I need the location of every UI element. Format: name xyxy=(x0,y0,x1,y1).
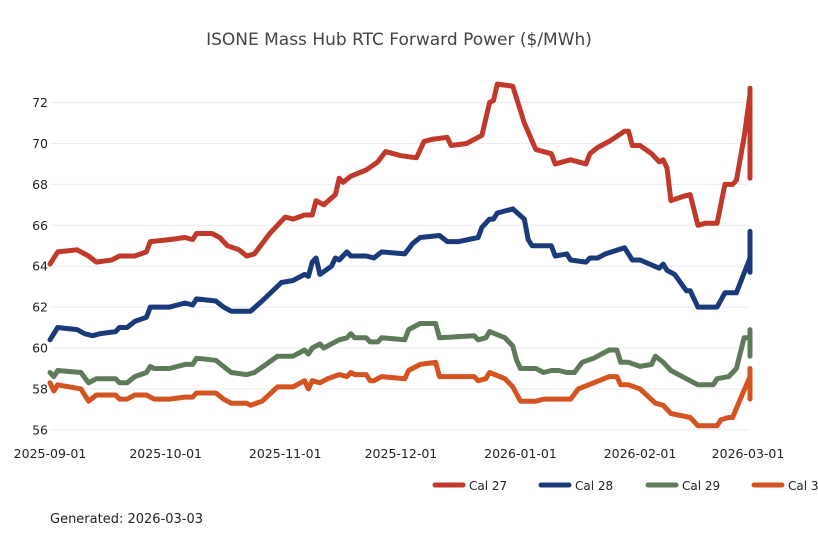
y-tick-label: 56 xyxy=(32,422,48,437)
legend-label-cal-28: Cal 28 xyxy=(575,479,613,493)
y-tick-label: 64 xyxy=(32,259,48,274)
y-tick-label: 58 xyxy=(32,381,48,396)
x-tick-label: 2026-01-01 xyxy=(484,446,557,461)
x-tick-label: 2026-03-01 xyxy=(712,446,785,461)
series-line-cal-28 xyxy=(47,206,753,343)
x-tick-label: 2025-11-01 xyxy=(249,446,322,461)
series-line-cal-29 xyxy=(47,321,753,388)
series-line-cal-27 xyxy=(47,81,753,267)
series-line-cal-30 xyxy=(47,359,753,429)
generated-footnote: Generated: 2026-03-03 xyxy=(50,512,204,527)
x-tick-label: 2025-12-01 xyxy=(365,446,438,461)
y-gridlines xyxy=(50,102,748,431)
y-tick-label: 66 xyxy=(32,218,48,233)
chart-title: ISONE Mass Hub RTC Forward Power ($/MWh) xyxy=(206,30,592,50)
legend-label-cal-30: Cal 30 xyxy=(788,479,818,493)
x-tick-label: 2026-02-01 xyxy=(604,446,677,461)
chart-legend: Cal 27 Cal 28 Cal 29 Cal 30 xyxy=(432,479,818,493)
x-axis-ticks: 2025-09-01 2025-10-01 2025-11-01 2025-12-01… xyxy=(14,446,785,461)
x-tick-label: 2025-09-01 xyxy=(14,446,87,461)
legend-label-cal-29: Cal 29 xyxy=(682,479,720,493)
y-tick-label: 62 xyxy=(32,300,48,315)
x-tick-label: 2025-10-01 xyxy=(129,446,202,461)
y-axis-ticks: 56 58 60 62 64 66 68 70 72 xyxy=(32,95,48,437)
y-tick-label: 68 xyxy=(32,177,48,192)
y-tick-label: 72 xyxy=(32,95,48,110)
y-tick-label: 60 xyxy=(32,341,48,356)
legend-label-cal-27: Cal 27 xyxy=(469,479,507,493)
series-lines xyxy=(47,81,753,429)
y-tick-label: 70 xyxy=(32,136,48,151)
